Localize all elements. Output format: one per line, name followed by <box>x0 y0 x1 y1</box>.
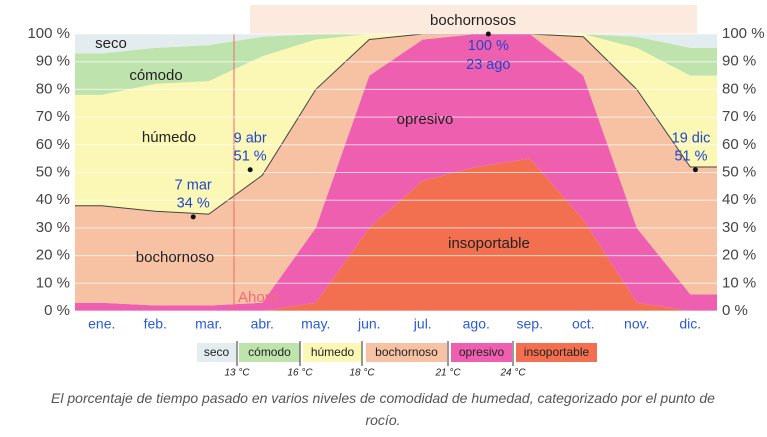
y-tick-label-right: 60 % <box>722 136 756 153</box>
legend-label: húmedo <box>311 345 355 359</box>
annotation-date: 7 mar <box>175 178 212 194</box>
x-tick-label: sep. <box>517 316 543 332</box>
season-band-label: bochornosos <box>430 12 516 29</box>
annotation-date: 23 ago <box>466 57 510 73</box>
boundary-line <box>75 33 717 215</box>
y-tick-label: 60 % <box>36 136 70 153</box>
annotation-point <box>247 167 253 173</box>
legend-swatch <box>451 343 512 362</box>
legend-threshold: 18 °C <box>349 368 375 379</box>
annotation-point <box>190 214 196 220</box>
area <box>75 34 717 215</box>
annotation-value: 51 % <box>674 149 707 165</box>
y-tick-label: 40 % <box>36 191 70 208</box>
y-tick-label: 20 % <box>36 247 70 264</box>
area <box>75 158 717 311</box>
now-label: Ahora <box>238 289 279 306</box>
y-tick-label-right: 10 % <box>722 274 756 291</box>
y-tick-label: 80 % <box>36 80 70 97</box>
season-band <box>250 5 697 34</box>
x-tick-label: ago. <box>463 316 490 332</box>
y-tick-label: 0 % <box>44 302 70 319</box>
annotation-date: 19 dic <box>672 131 711 147</box>
area-label: opresivo <box>397 111 454 128</box>
area <box>75 34 717 95</box>
area-label: seco <box>95 35 127 52</box>
y-tick-label: 30 % <box>36 219 70 236</box>
x-tick-label: nov. <box>624 316 649 332</box>
area <box>75 34 717 306</box>
annotation-value: 34 % <box>177 196 210 212</box>
legend-threshold: 24 °C <box>499 368 526 379</box>
x-tick-label: abr. <box>251 316 274 332</box>
y-tick-label-right: 90 % <box>722 53 756 70</box>
y-tick-label: 90 % <box>36 53 70 70</box>
y-tick-label: 10 % <box>36 274 70 291</box>
annotation-point <box>692 167 698 173</box>
annotation-point <box>485 31 491 37</box>
legend-label: insoportable <box>524 345 590 359</box>
caption: El porcentaje de tiempo pasado en varios… <box>51 390 715 428</box>
legend-swatch <box>303 343 362 362</box>
legend-threshold: 16 °C <box>287 368 313 379</box>
legend-swatch <box>516 343 597 362</box>
legend-threshold: 21 °C <box>434 368 461 379</box>
legend-swatch <box>239 343 300 362</box>
y-tick-label: 70 % <box>36 108 70 125</box>
legend-swatch <box>366 343 447 362</box>
legend-label: cómodo <box>248 345 291 359</box>
x-tick-label: feb. <box>144 316 167 332</box>
x-tick-label: jun. <box>357 316 381 332</box>
y-tick-label-right: 40 % <box>722 191 756 208</box>
y-tick-label-right: 30 % <box>722 219 756 236</box>
chart: bochornosos Ahora 0 % 0 % 10 % 10 % 20 % 20 %… <box>27 5 765 379</box>
legend-swatch <box>197 343 236 362</box>
legend-label: bochornoso <box>375 345 438 359</box>
y-tick-label-right: 20 % <box>722 247 756 264</box>
legend-threshold: 13 °C <box>224 368 250 379</box>
y-tick-label: 100 % <box>27 25 70 42</box>
x-tick-label: dic. <box>679 316 701 332</box>
y-tick-label-right: 0 % <box>722 302 748 319</box>
legend-label: seco <box>204 345 230 359</box>
y-tick-label-right: 50 % <box>722 163 756 180</box>
area <box>75 34 717 54</box>
annotation-date: 9 abr <box>234 131 267 147</box>
x-tick-label: mar. <box>195 316 222 332</box>
area-label: bochornoso <box>136 249 214 266</box>
y-tick-label-right: 70 % <box>722 108 756 125</box>
x-tick-label: oct. <box>572 316 595 332</box>
annotation-value: 100 % <box>468 38 509 54</box>
x-tick-label: may. <box>301 316 330 332</box>
y-tick-label: 50 % <box>36 163 70 180</box>
legend-label: opresivo <box>459 345 505 359</box>
x-tick-label: jul. <box>413 316 432 332</box>
x-tick-label: ene. <box>88 316 115 332</box>
y-tick-label-right: 80 % <box>722 80 756 97</box>
annotation-value: 51 % <box>234 149 267 165</box>
area-label: húmedo <box>142 129 196 146</box>
y-tick-label-right: 100 % <box>722 25 765 42</box>
area-label: cómodo <box>129 67 182 84</box>
area-label: insoportable <box>448 235 530 252</box>
